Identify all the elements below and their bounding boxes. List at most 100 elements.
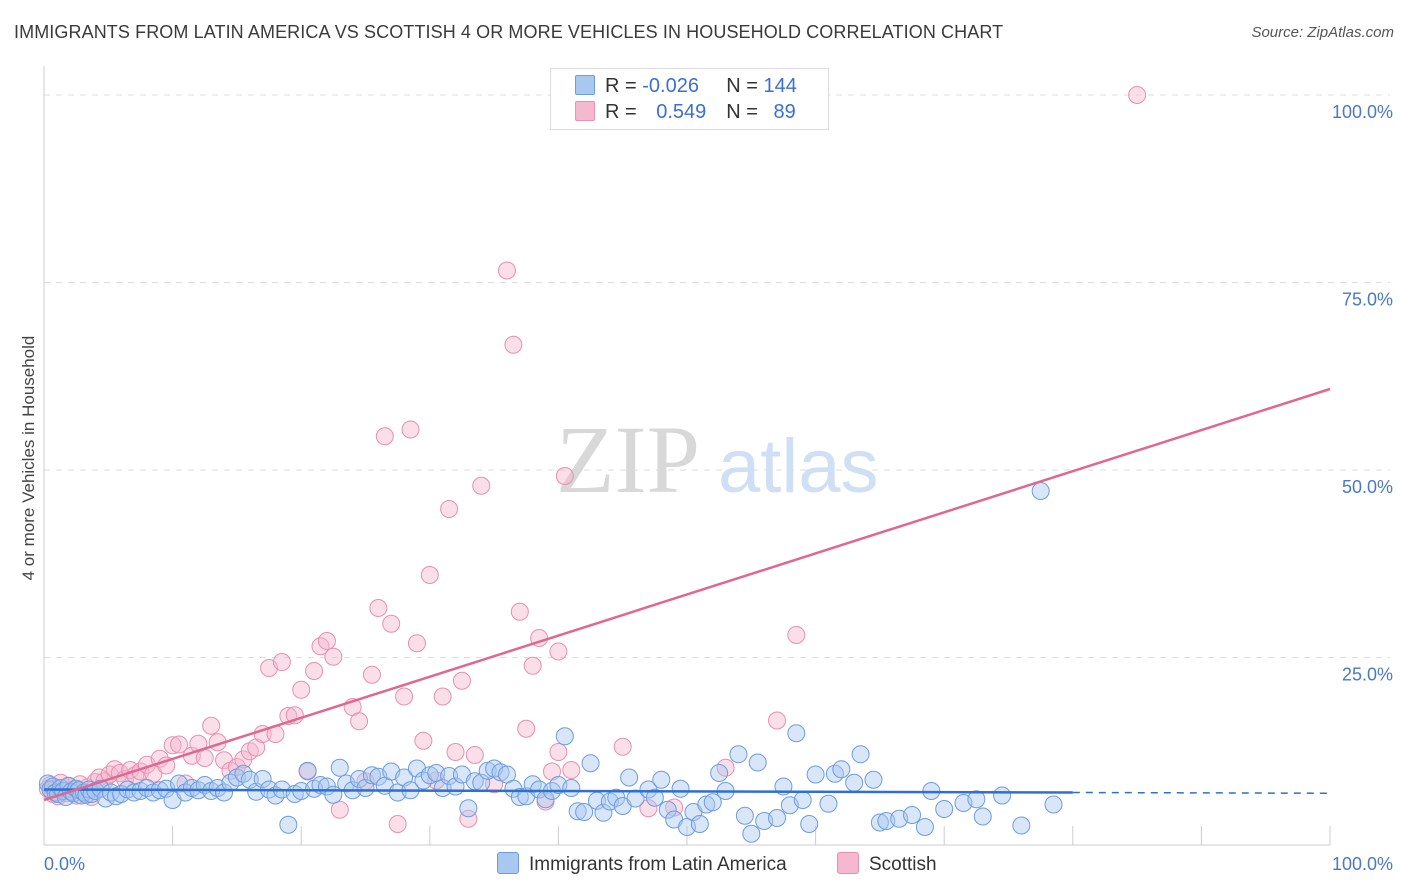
latin-america-point [555, 727, 574, 746]
latin-america-point [742, 824, 761, 843]
scottish-point [504, 335, 523, 354]
legend-r-value: 0.549 [656, 101, 707, 123]
legend-n-label: N = [726, 101, 764, 123]
bottom-legend-latin-america: Immigrants from Latin America [497, 852, 787, 876]
chart-title: IMMIGRANTS FROM LATIN AMERICA VS SCOTTIS… [14, 22, 1004, 42]
latin-america-point [729, 745, 748, 764]
scottish-point [163, 736, 182, 755]
scottish-point [562, 761, 581, 779]
latin-america-point [735, 806, 754, 825]
latin-america-point [845, 773, 864, 792]
latin-america-point [645, 788, 664, 807]
scottish-point [227, 758, 246, 776]
scottish-point [440, 500, 459, 518]
latin-america-point [787, 724, 806, 743]
scottish-point [472, 476, 491, 495]
latin-america-point [530, 780, 549, 799]
latin-america-point [915, 818, 934, 836]
axes [43, 66, 1331, 846]
latin-america-trend-line [43, 788, 1073, 794]
scottish-point [459, 809, 478, 828]
scottish-point [401, 420, 420, 439]
latin-america-point [870, 813, 889, 832]
tick-labels: 25.0% 50.0% 75.0% 100.0% 0.0% 100.0% [44, 102, 1393, 874]
latin-america-point [825, 764, 844, 783]
latin-america-point [362, 766, 381, 785]
latin-america-point [652, 770, 671, 789]
latin-america-point [215, 783, 234, 802]
scottish-point [195, 749, 214, 767]
latin-america-point [967, 790, 986, 809]
legend-swatch-pink [575, 101, 595, 121]
latin-america-point [864, 770, 883, 789]
bottom-legend-swatch-blue [497, 852, 519, 874]
latin-america-point [440, 767, 459, 785]
scottish-point [382, 614, 401, 633]
latin-america-point [710, 764, 729, 782]
latin-america-point [459, 799, 478, 818]
latin-america-point [1031, 482, 1050, 500]
y-axis-label: 4 or more Vehicles in Household [19, 336, 38, 581]
scottish-point [433, 687, 452, 706]
latin-america-point [851, 745, 870, 764]
scottish-point [350, 712, 369, 731]
legend-n-value: 144 [763, 75, 797, 97]
legend-n-value: 89 [773, 101, 796, 123]
scottish-points [38, 86, 1147, 833]
latin-america-point [510, 788, 529, 806]
latin-america-point [1012, 816, 1031, 835]
scottish-point [330, 800, 349, 819]
legend-r-value: -0.026 [642, 75, 699, 97]
latin-america-point [793, 791, 812, 809]
scottish-trend-line [43, 387, 1331, 802]
scottish-point [369, 599, 388, 617]
latin-america-points [38, 482, 1063, 843]
source-label: Source: ZipAtlas.com [1251, 24, 1394, 41]
y-tick-label: 100.0% [1332, 102, 1393, 122]
latin-america-point [620, 768, 639, 787]
scottish-point [420, 566, 439, 584]
scottish-point [639, 799, 658, 818]
legend-row-latin-america: R = -0.026 N = 144 [575, 75, 797, 101]
latin-america-point [562, 779, 581, 797]
scottish-point [446, 743, 465, 761]
scottish-point [202, 716, 221, 735]
latin-america-point [993, 786, 1012, 805]
trend-lines [43, 387, 1331, 802]
scottish-point [324, 647, 343, 666]
latin-america-point [903, 806, 922, 824]
scottish-point [497, 261, 516, 280]
y-tick-label: 50.0% [1342, 477, 1393, 497]
latin-america-point [800, 815, 819, 833]
scottish-point [787, 626, 806, 644]
scottish-point [510, 602, 529, 621]
latin-america-point [594, 803, 613, 822]
latin-america-point [748, 753, 767, 772]
x-tick-label: 0.0% [44, 854, 85, 874]
scottish-point [292, 680, 311, 699]
latin-america-point [690, 815, 709, 833]
scottish-point [549, 642, 568, 661]
latin-america-point [581, 754, 600, 773]
latin-america-point [768, 809, 787, 827]
latin-america-point [330, 758, 349, 777]
y-tick-label: 25.0% [1342, 665, 1393, 685]
latin-america-point [703, 793, 722, 812]
scottish-point [375, 427, 394, 446]
latin-america-point [973, 807, 992, 826]
scottish-point [414, 731, 433, 750]
latin-america-point [298, 761, 317, 780]
scottish-point [317, 632, 336, 650]
scottish-point [523, 656, 542, 675]
scottish-point [613, 737, 632, 756]
scottish-point [272, 653, 291, 671]
latin-america-point [832, 760, 851, 779]
bottom-legend-scottish: Scottish [837, 852, 937, 876]
watermark-atlas: atlas [718, 424, 879, 509]
stats-legend: R = -0.026 N = 144 R = 0.549 N = 89 [550, 68, 829, 130]
latin-america-point [279, 815, 298, 834]
legend-n-label: N = [726, 75, 764, 97]
scottish-point [768, 711, 787, 730]
scottish-point [1128, 86, 1147, 104]
